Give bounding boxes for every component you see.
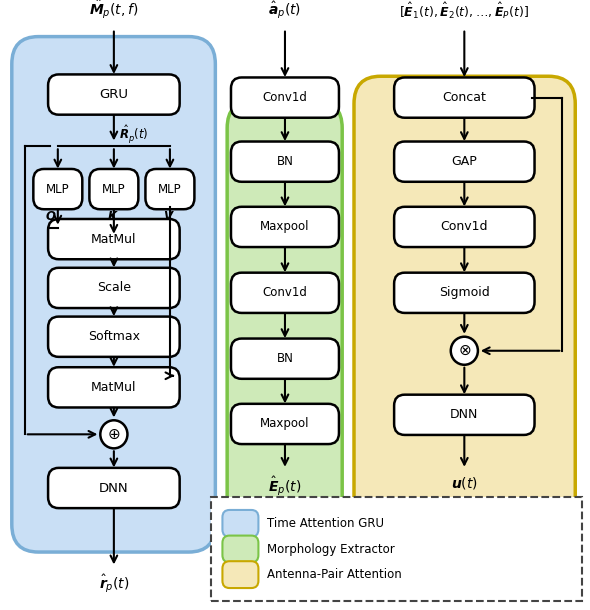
Text: Conv1d: Conv1d (441, 220, 488, 234)
Text: Scale: Scale (97, 281, 131, 295)
Circle shape (100, 420, 127, 448)
Text: GRU: GRU (99, 88, 129, 101)
Text: Concat: Concat (442, 91, 486, 104)
Text: $\hat{\boldsymbol{E}}_p(t)$: $\hat{\boldsymbol{E}}_p(t)$ (268, 475, 301, 498)
FancyBboxPatch shape (48, 468, 179, 508)
Text: MLP: MLP (158, 182, 182, 196)
Text: MLP: MLP (102, 182, 126, 196)
Text: $\otimes$: $\otimes$ (458, 343, 471, 358)
Text: $[\hat{\boldsymbol{E}}_1(t), \hat{\boldsymbol{E}}_2(t), \ldots, \hat{\boldsymbol: $[\hat{\boldsymbol{E}}_1(t), \hat{\bolds… (399, 1, 529, 21)
FancyBboxPatch shape (394, 142, 535, 182)
FancyBboxPatch shape (231, 273, 339, 313)
Text: Maxpool: Maxpool (260, 220, 310, 234)
Text: Conv1d: Conv1d (263, 91, 307, 104)
Text: V: V (163, 210, 173, 223)
FancyBboxPatch shape (394, 207, 535, 247)
FancyBboxPatch shape (231, 77, 339, 118)
Text: $\hat{\boldsymbol{r}}_p(t)$: $\hat{\boldsymbol{r}}_p(t)$ (99, 572, 129, 595)
FancyBboxPatch shape (34, 169, 83, 209)
FancyBboxPatch shape (48, 74, 179, 115)
Text: Q: Q (46, 210, 56, 223)
FancyBboxPatch shape (394, 395, 535, 435)
Text: Softmax: Softmax (88, 330, 140, 343)
FancyBboxPatch shape (354, 76, 575, 558)
Text: $\hat{\boldsymbol{R}}_p(t)$: $\hat{\boldsymbol{R}}_p(t)$ (119, 123, 148, 145)
FancyBboxPatch shape (48, 317, 179, 357)
FancyBboxPatch shape (231, 404, 339, 444)
Text: DNN: DNN (450, 408, 478, 422)
FancyBboxPatch shape (231, 142, 339, 182)
Text: Maxpool: Maxpool (260, 417, 310, 431)
FancyBboxPatch shape (89, 169, 138, 209)
Text: MatMul: MatMul (91, 232, 137, 246)
FancyBboxPatch shape (211, 497, 582, 601)
Text: GAP: GAP (451, 155, 477, 168)
Text: Sigmoid: Sigmoid (439, 286, 490, 300)
FancyBboxPatch shape (145, 169, 195, 209)
Circle shape (451, 337, 478, 365)
FancyBboxPatch shape (227, 101, 342, 540)
Text: Antenna-Pair Attention: Antenna-Pair Attention (267, 568, 402, 581)
FancyBboxPatch shape (222, 510, 258, 537)
Text: Conv1d: Conv1d (263, 286, 307, 300)
Text: MLP: MLP (46, 182, 70, 196)
FancyBboxPatch shape (12, 37, 215, 552)
Text: BN: BN (277, 352, 293, 365)
FancyBboxPatch shape (48, 268, 179, 308)
FancyBboxPatch shape (222, 561, 258, 588)
Text: Time Attention GRU: Time Attention GRU (267, 517, 384, 530)
FancyBboxPatch shape (394, 273, 535, 313)
Text: K: K (107, 210, 117, 223)
Text: BN: BN (277, 155, 293, 168)
Text: DNN: DNN (99, 481, 129, 495)
Text: $\hat{\boldsymbol{M}}_p(t,f)$: $\hat{\boldsymbol{M}}_p(t,f)$ (89, 0, 139, 21)
Text: Morphology Extractor: Morphology Extractor (267, 542, 395, 556)
FancyBboxPatch shape (48, 219, 179, 259)
Text: MatMul: MatMul (91, 381, 137, 394)
FancyBboxPatch shape (394, 77, 535, 118)
FancyBboxPatch shape (222, 536, 258, 562)
FancyBboxPatch shape (231, 339, 339, 379)
Text: $\boldsymbol{u}(t)$: $\boldsymbol{u}(t)$ (451, 475, 478, 490)
FancyBboxPatch shape (48, 367, 179, 407)
FancyBboxPatch shape (231, 207, 339, 247)
Text: $\hat{\boldsymbol{a}}_p(t)$: $\hat{\boldsymbol{a}}_p(t)$ (268, 0, 301, 21)
Text: $\oplus$: $\oplus$ (107, 427, 120, 442)
